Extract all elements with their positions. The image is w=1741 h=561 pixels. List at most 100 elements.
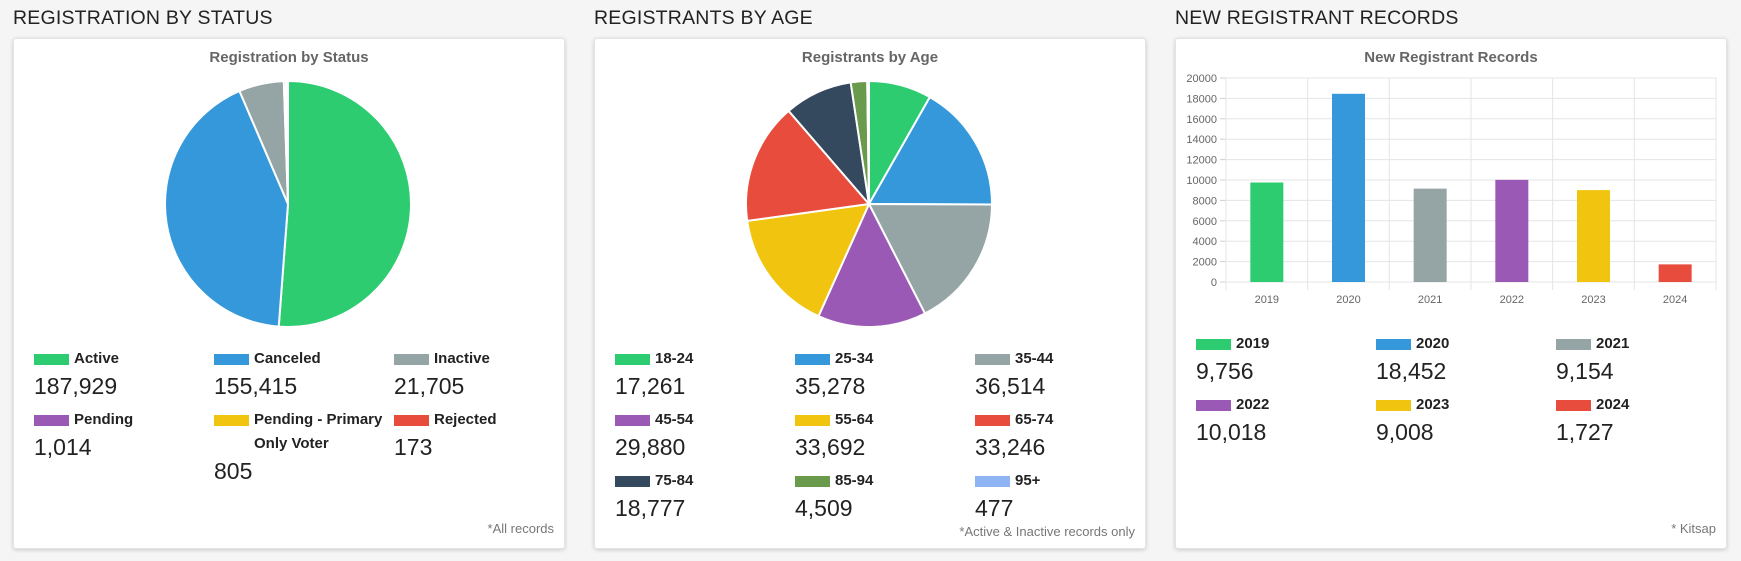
legend-item-2023[interactable]: 2023 9,008 (1376, 396, 1551, 446)
section-title: REGISTRANTS BY AGE (594, 7, 813, 29)
pie-slice-45-54[interactable] (817, 201, 927, 328)
legend-value: 805 (214, 458, 253, 484)
legend-item-2024[interactable]: 2024 1,727 (1556, 396, 1731, 446)
section-title: REGISTRATION BY STATUS (13, 7, 273, 29)
legend-swatch (975, 354, 1010, 365)
legend-value: 21,705 (394, 373, 465, 399)
y-tick-label: 20000 (1186, 73, 1217, 85)
legend-label: 2019 (1236, 335, 1270, 352)
legend-label: 2020 (1416, 335, 1450, 352)
pie-slice-95[interactable] (866, 79, 870, 205)
age-card: Registrants by Age 18-24 17,261 25-34 35,27… (594, 38, 1146, 549)
legend-label: 2021 (1596, 335, 1630, 352)
y-tick-label: 2000 (1193, 257, 1217, 269)
footnote: *All records (487, 521, 554, 536)
bar-2019[interactable] (1250, 182, 1284, 282)
legend-item-35-44[interactable]: 35-44 36,514 (975, 350, 1150, 400)
legend-label: 65-74 (1015, 411, 1054, 428)
legend-item-65-74[interactable]: 65-74 33,246 (975, 411, 1150, 461)
pie-slice-canceled[interactable] (164, 89, 290, 328)
legend-swatch (34, 354, 69, 365)
status-pie-chart[interactable] (14, 39, 564, 339)
legend-label: 2024 (1596, 396, 1630, 413)
legend-label: 2022 (1236, 396, 1270, 413)
legend-item-2019[interactable]: 2019 9,756 (1196, 335, 1371, 385)
y-tick-label: 4000 (1193, 236, 1217, 248)
legend-label: 18-24 (655, 350, 694, 367)
legend-item-pending[interactable]: Pending 1,014 (34, 411, 209, 461)
x-tick-label: 2022 (1500, 294, 1524, 306)
legend-item-18-24[interactable]: 18-24 17,261 (615, 350, 790, 400)
legend-item-25-34[interactable]: 25-34 35,278 (795, 350, 970, 400)
legend-item-95[interactable]: 95+ 477 (975, 472, 1150, 522)
legend-item-canceled[interactable]: Canceled 155,415 (214, 350, 389, 400)
legend-item-85-94[interactable]: 85-94 4,509 (795, 472, 970, 522)
legend-swatch (975, 476, 1010, 487)
bar-2022[interactable] (1495, 179, 1529, 282)
legend-label: Pending - Primary Only Voter (254, 411, 383, 452)
legend-swatch (975, 415, 1010, 426)
legend-item-rejected[interactable]: Rejected 173 (394, 411, 569, 461)
legend-value: 18,452 (1376, 358, 1447, 384)
records-card: New Registrant Records 0 2000 4000 6000 8000… (1175, 38, 1727, 549)
pie-slice-35-44[interactable] (867, 202, 994, 315)
legend-value: 9,756 (1196, 358, 1254, 384)
pie-slice-55-64[interactable] (746, 202, 871, 318)
bar-2024[interactable] (1658, 264, 1692, 282)
bar-2021[interactable] (1413, 188, 1447, 282)
legend-value: 187,929 (34, 373, 118, 399)
legend-swatch (795, 476, 830, 487)
legend-label: Rejected (434, 411, 497, 428)
chart-title: Registration by Status (209, 49, 369, 66)
y-tick-label: 8000 (1193, 195, 1217, 207)
legend-value: 35,278 (795, 373, 866, 399)
records-bar-chart[interactable]: 0 2000 4000 6000 8000 10000 12000 14000 16000 180… (1176, 39, 1726, 309)
legend-value: 1,014 (34, 434, 92, 460)
registration-by-status-panel: REGISTRATION BY STATUS Registration by S… (13, 0, 576, 561)
legend-swatch (394, 415, 429, 426)
pie-slice-25-34[interactable] (867, 95, 993, 206)
y-tick-label: 6000 (1193, 216, 1217, 228)
legend-label: 2023 (1416, 396, 1450, 413)
legend-item-active[interactable]: Active 187,929 (34, 350, 209, 400)
age-pie-chart[interactable] (595, 39, 1145, 339)
legend-swatch (1376, 339, 1411, 350)
legend-value: 155,415 (214, 373, 298, 399)
x-tick-label: 2020 (1336, 294, 1360, 306)
legend-swatch (214, 415, 249, 426)
legend-value: 173 (394, 434, 433, 460)
legend-value: 477 (975, 495, 1014, 521)
legend-value: 17,261 (615, 373, 686, 399)
legend-swatch (1196, 400, 1231, 411)
x-tick-label: 2019 (1255, 294, 1279, 306)
y-tick-label: 10000 (1186, 175, 1217, 187)
legend-item-2020[interactable]: 2020 18,452 (1376, 335, 1551, 385)
legend-item-45-54[interactable]: 45-54 29,880 (615, 411, 790, 461)
legend-label: Pending (74, 411, 134, 428)
legend-item-inactive[interactable]: Inactive 21,705 (394, 350, 569, 400)
pie-slice-active[interactable] (277, 79, 412, 328)
legend-swatch (1196, 339, 1231, 350)
x-tick-label: 2023 (1581, 294, 1605, 306)
legend-swatch (214, 354, 249, 365)
chart-title: New Registrant Records (1364, 49, 1538, 66)
legend-swatch (394, 354, 429, 365)
pie-slice-65-74[interactable] (745, 109, 871, 223)
legend-label: 95+ (1015, 472, 1041, 489)
y-tick-label: 16000 (1186, 114, 1217, 126)
legend-item-2022[interactable]: 2022 10,018 (1196, 396, 1371, 446)
legend-label: Inactive (434, 350, 490, 367)
legend-item-75-84[interactable]: 75-84 18,777 (615, 472, 790, 522)
footnote: *Active & Inactive records only (959, 524, 1135, 539)
legend-item-2021[interactable]: 2021 9,154 (1556, 335, 1731, 385)
legend-item-pending-primary-only-voter[interactable]: Pending - Primary Only Voter 805 (214, 411, 389, 485)
new-registrant-records-panel: NEW REGISTRANT RECORDS New Registrant Re… (1175, 0, 1738, 561)
bar-2020[interactable] (1332, 93, 1365, 282)
bar-2023[interactable] (1577, 190, 1610, 282)
legend-swatch (1556, 339, 1591, 350)
legend-label: 45-54 (655, 411, 694, 428)
legend-value: 29,880 (615, 434, 686, 460)
legend-value: 18,777 (615, 495, 686, 521)
legend-value: 4,509 (795, 495, 853, 521)
legend-item-55-64[interactable]: 55-64 33,692 (795, 411, 970, 461)
